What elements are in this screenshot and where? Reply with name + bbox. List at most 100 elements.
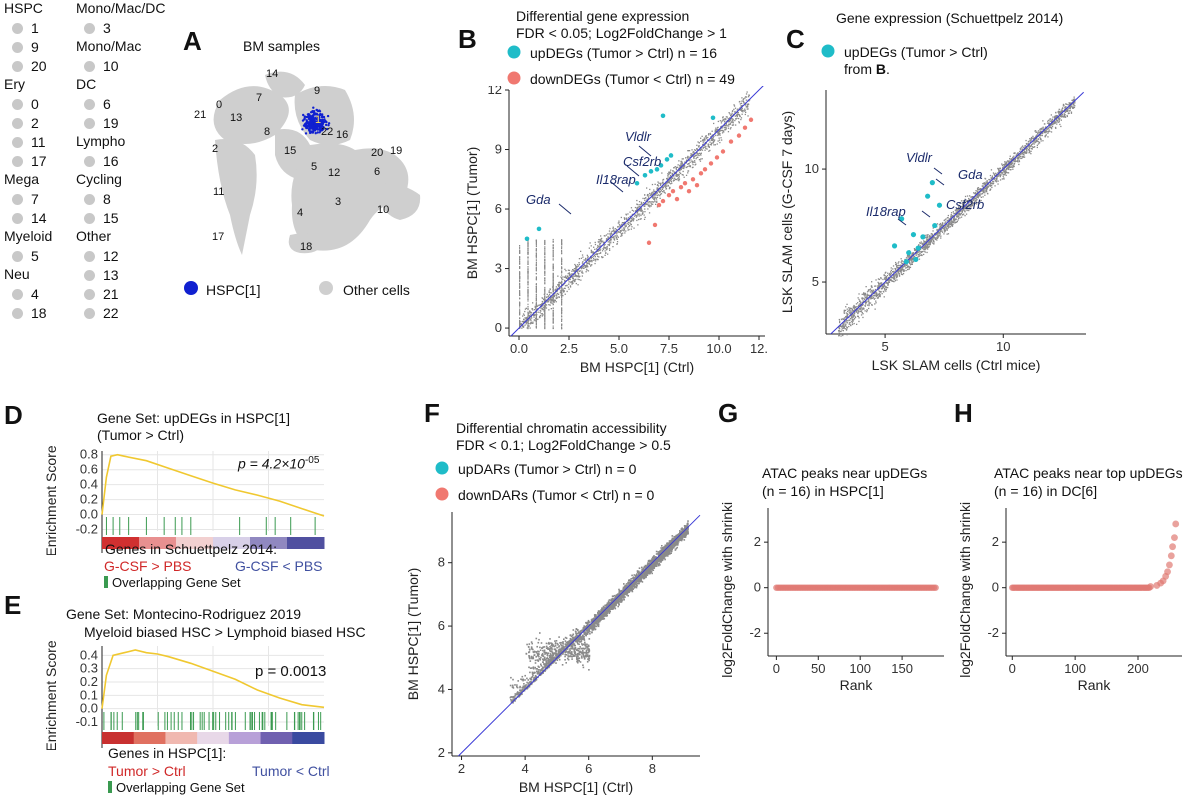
bg-point bbox=[920, 254, 922, 256]
bg-point bbox=[519, 324, 521, 326]
bg-point bbox=[864, 301, 867, 304]
bg-point bbox=[544, 250, 546, 252]
bg-point bbox=[959, 217, 961, 219]
bg-point bbox=[612, 236, 615, 239]
bg-point bbox=[692, 151, 694, 153]
bg-point bbox=[997, 174, 999, 176]
bg-point bbox=[586, 264, 588, 266]
bg-point bbox=[711, 135, 713, 137]
bg-point bbox=[866, 295, 868, 297]
bg-point bbox=[589, 261, 591, 263]
bg-point bbox=[937, 235, 939, 238]
bg-point bbox=[552, 300, 554, 302]
bg-point bbox=[1006, 165, 1008, 168]
bg-point bbox=[928, 242, 930, 244]
bg-point bbox=[627, 217, 630, 219]
bg-point bbox=[552, 318, 554, 320]
bg-point bbox=[941, 230, 943, 232]
bg-point bbox=[1015, 160, 1017, 162]
panel-letter-g: G bbox=[718, 398, 739, 428]
bg-point bbox=[585, 271, 587, 273]
bg-point bbox=[561, 257, 563, 259]
bg-point bbox=[1017, 156, 1019, 159]
bg-point bbox=[893, 270, 895, 273]
bg-point bbox=[662, 181, 664, 183]
bg-point bbox=[858, 311, 860, 313]
diagonal-line bbox=[830, 91, 1084, 335]
bg-point bbox=[1036, 139, 1038, 142]
bg-point bbox=[527, 267, 529, 269]
bg-point bbox=[636, 219, 638, 222]
bg-point bbox=[846, 319, 848, 321]
bg-point bbox=[578, 270, 580, 272]
bg-point bbox=[854, 316, 857, 318]
bg-point bbox=[1007, 172, 1010, 174]
bg-point bbox=[527, 321, 529, 323]
up-deg-point bbox=[642, 173, 648, 178]
bg-point bbox=[571, 276, 573, 278]
legend-group-mono-mac-dc: Mono/Mac/DC bbox=[76, 0, 166, 16]
bg-point bbox=[663, 185, 666, 187]
bg-point bbox=[875, 293, 878, 295]
bg-point bbox=[1014, 152, 1016, 154]
bg-point bbox=[706, 139, 709, 141]
bg-point bbox=[947, 219, 949, 222]
bg-point bbox=[963, 202, 966, 204]
bg-point bbox=[851, 309, 853, 312]
umap-hspc-point bbox=[327, 124, 330, 127]
bg-point bbox=[1027, 140, 1030, 143]
bg-point bbox=[1051, 126, 1054, 128]
bg-point bbox=[710, 139, 712, 141]
bg-point bbox=[572, 281, 574, 283]
bg-point bbox=[883, 283, 885, 285]
bg-point bbox=[1007, 161, 1009, 163]
bg-point bbox=[527, 266, 529, 268]
bg-point bbox=[851, 317, 853, 319]
bg-point bbox=[866, 311, 868, 313]
bg-point bbox=[535, 299, 537, 302]
bg-point bbox=[685, 157, 687, 159]
legend-item-label: 8 bbox=[103, 191, 111, 207]
bg-point bbox=[561, 271, 563, 273]
bg-point bbox=[544, 246, 546, 248]
bg-point bbox=[646, 187, 648, 189]
bg-point bbox=[896, 271, 899, 273]
bg-point bbox=[919, 248, 922, 251]
bg-point bbox=[1054, 117, 1056, 119]
bg-point bbox=[527, 325, 529, 327]
bg-point bbox=[888, 273, 890, 276]
bg-point bbox=[865, 301, 868, 304]
bg-point bbox=[1032, 137, 1034, 140]
bg-point bbox=[847, 314, 849, 316]
bg-point bbox=[849, 318, 852, 320]
bg-point bbox=[973, 192, 975, 194]
bg-point bbox=[527, 278, 529, 280]
bg-point bbox=[713, 135, 715, 138]
bg-point bbox=[1060, 111, 1063, 113]
bg-point bbox=[936, 223, 939, 225]
bg-point bbox=[860, 310, 862, 313]
bg-point bbox=[685, 174, 688, 176]
bg-point bbox=[1061, 115, 1063, 118]
legend-dot-icon bbox=[84, 251, 95, 262]
bg-point bbox=[622, 232, 624, 234]
bg-point bbox=[708, 150, 710, 152]
bg-point bbox=[940, 226, 942, 228]
bg-point bbox=[857, 312, 859, 315]
bg-point bbox=[561, 325, 563, 327]
bg-point bbox=[552, 266, 554, 268]
bg-point bbox=[960, 212, 963, 215]
bg-point bbox=[673, 179, 675, 182]
bg-point bbox=[700, 158, 702, 160]
bg-point bbox=[1013, 164, 1015, 166]
bg-point bbox=[934, 237, 936, 239]
bg-point bbox=[705, 147, 707, 150]
bg-point bbox=[636, 214, 638, 217]
bg-point bbox=[989, 182, 992, 185]
x-tick-label: 5.0 bbox=[610, 341, 628, 356]
bg-point bbox=[676, 173, 678, 176]
bg-point bbox=[630, 224, 632, 226]
bg-point bbox=[843, 312, 845, 314]
bg-point bbox=[629, 225, 631, 227]
bg-point bbox=[573, 268, 576, 270]
